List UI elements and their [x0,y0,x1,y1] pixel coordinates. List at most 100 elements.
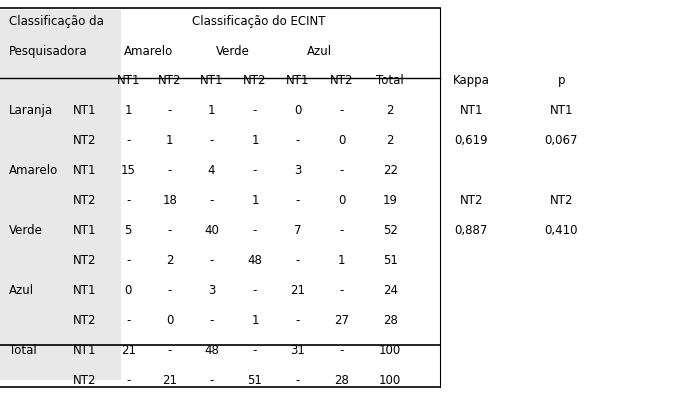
Text: -: - [209,314,213,327]
Text: Amarelo: Amarelo [124,45,174,57]
Text: -: - [253,104,257,117]
Text: NT1: NT1 [73,224,96,237]
Bar [0,10,121,380]
Text: 51: 51 [247,374,263,387]
Text: NT2: NT2 [73,194,96,207]
Text: 2: 2 [166,254,173,267]
Text: 21: 21 [121,344,136,357]
Text: NT1: NT1 [73,284,96,297]
Text: 0: 0 [338,194,345,207]
Text: NT1: NT1 [73,344,96,357]
Text: 21: 21 [162,374,177,387]
Text: Amarelo: Amarelo [9,164,58,177]
Text: NT2: NT2 [73,314,96,327]
Text: Laranja: Laranja [9,104,53,117]
Text: -: - [340,344,344,357]
Text: 0,067: 0,067 [545,134,578,147]
Text: -: - [126,194,130,207]
Text: 0: 0 [125,284,132,297]
Text: -: - [340,284,344,297]
Text: 24: 24 [383,284,398,297]
Text: 100: 100 [379,374,401,387]
Text: 48: 48 [247,254,263,267]
Text: 0: 0 [295,104,301,117]
Text: Azul: Azul [307,45,333,57]
Text: 1: 1 [208,104,215,117]
Text: -: - [253,344,257,357]
Text: 3: 3 [208,284,215,297]
Text: -: - [126,134,130,147]
Text: -: - [340,164,344,177]
Text: NT1: NT1 [286,74,310,87]
Text: 100: 100 [379,344,401,357]
Text: 28: 28 [334,374,349,387]
Text: 1: 1 [252,194,258,207]
Text: 1: 1 [252,134,258,147]
Text: 3: 3 [295,164,301,177]
Text: -: - [168,104,172,117]
Text: -: - [209,374,213,387]
Text: NT1: NT1 [73,104,96,117]
Text: -: - [168,224,172,237]
Text: -: - [126,374,130,387]
Text: Kappa: Kappa [453,74,490,87]
Text: -: - [168,284,172,297]
Text: -: - [126,254,130,267]
Text: NT2: NT2 [459,194,483,207]
Text: -: - [168,344,172,357]
Text: -: - [253,164,257,177]
Text: NT2: NT2 [73,254,96,267]
Text: NT2: NT2 [73,374,96,387]
Text: -: - [296,374,300,387]
Text: -: - [296,254,300,267]
Text: -: - [340,224,344,237]
Text: Verde: Verde [9,224,43,237]
Text: 0: 0 [338,134,345,147]
Text: Verde: Verde [216,45,250,57]
Text: NT1: NT1 [459,104,483,117]
Text: 2: 2 [387,134,394,147]
Text: NT1: NT1 [550,104,573,117]
Text: -: - [209,134,213,147]
Text: Total: Total [9,344,37,357]
Text: 52: 52 [383,224,398,237]
Text: -: - [296,194,300,207]
Text: 1: 1 [166,134,173,147]
Text: -: - [126,314,130,327]
Text: -: - [340,104,344,117]
Text: NT1: NT1 [116,74,140,87]
Text: 2: 2 [387,104,394,117]
Text: 27: 27 [334,314,349,327]
Text: 0,619: 0,619 [455,134,488,147]
Text: -: - [209,194,213,207]
Text: 1: 1 [252,314,258,327]
Text: Classificação do ECINT: Classificação do ECINT [193,15,326,27]
Text: NT2: NT2 [73,134,96,147]
Text: -: - [168,164,172,177]
Text: Azul: Azul [9,284,34,297]
Text: 28: 28 [383,314,398,327]
Text: NT2: NT2 [243,74,267,87]
Text: Total: Total [376,74,404,87]
Text: -: - [296,314,300,327]
Text: 4: 4 [208,164,215,177]
Text: 0: 0 [166,314,173,327]
Text: -: - [253,284,257,297]
Text: NT2: NT2 [158,74,182,87]
Text: 40: 40 [204,224,219,237]
Text: 51: 51 [383,254,398,267]
Text: NT1: NT1 [73,164,96,177]
Text: NT2: NT2 [550,194,573,207]
Text: 19: 19 [383,194,398,207]
Text: 15: 15 [121,164,136,177]
Text: 5: 5 [125,224,132,237]
Text: NT2: NT2 [330,74,353,87]
Text: 18: 18 [162,194,177,207]
Text: -: - [253,224,257,237]
Text: -: - [209,254,213,267]
Text: 1: 1 [338,254,345,267]
Text: p: p [558,74,565,87]
Text: 0,410: 0,410 [545,224,578,237]
Text: 1: 1 [125,104,132,117]
Text: NT1: NT1 [200,74,223,87]
